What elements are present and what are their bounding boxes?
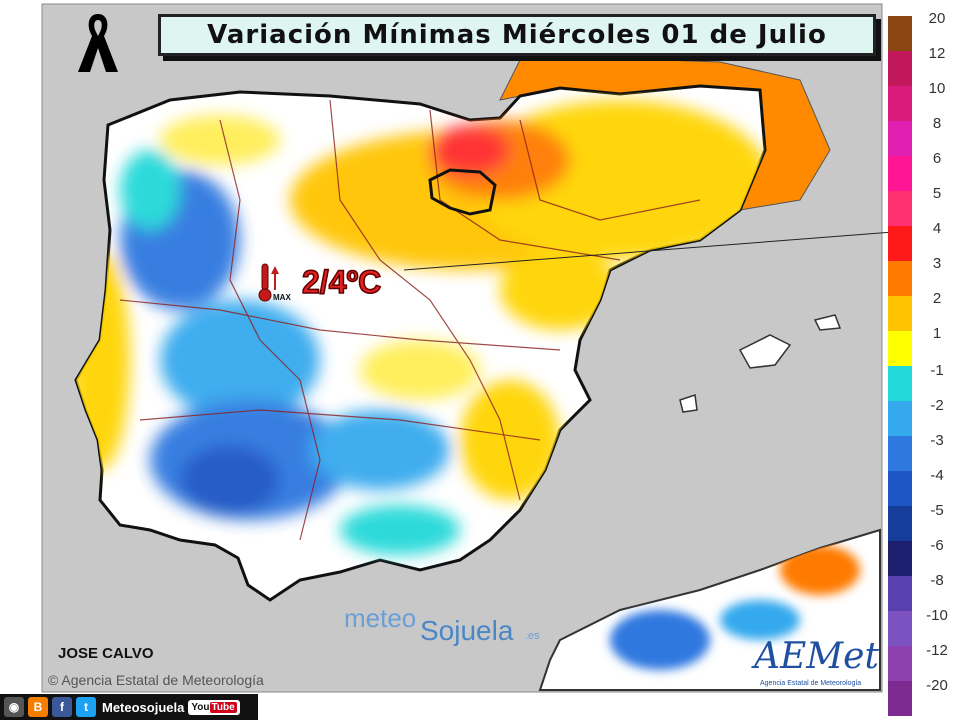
legend-swatch-warm xyxy=(888,86,912,121)
legend-swatch-cold xyxy=(888,576,912,611)
legend-label: 1 xyxy=(932,325,942,342)
aemet-logo: AEMet xyxy=(754,636,879,677)
mourning-ribbon-icon xyxy=(78,14,118,72)
thermometer-icon xyxy=(258,263,279,302)
legend-swatch-cold xyxy=(888,436,912,471)
legend-swatch-warm xyxy=(888,191,912,226)
legend-swatch-warm xyxy=(888,121,912,156)
max-label: MAX xyxy=(273,293,291,302)
author-name: JOSE CALVO xyxy=(58,645,154,662)
social-handle[interactable]: Meteosojuela xyxy=(102,699,185,715)
legend-label: 10 xyxy=(928,80,946,97)
legend-label: 5 xyxy=(932,185,942,202)
legend-label: 4 xyxy=(932,220,942,237)
legend-label: 3 xyxy=(932,255,942,272)
youtube-tube: Tube xyxy=(209,701,237,713)
blogger-icon[interactable]: B xyxy=(28,697,48,717)
legend-swatch-cold xyxy=(888,506,912,541)
aemet-credit: © Agencia Estatal de Meteorología xyxy=(48,672,264,688)
legend-swatch-warm xyxy=(888,156,912,191)
legend-swatch-warm xyxy=(888,51,912,86)
legend-label: 8 xyxy=(932,115,942,132)
max-temp-callout: 2/4ºC xyxy=(301,263,382,301)
legend-swatch-cold xyxy=(888,366,912,401)
balearic-islands xyxy=(679,314,842,413)
legend-swatch-cold xyxy=(888,401,912,436)
la-rioja-outline xyxy=(428,168,497,216)
legend-label: -8 xyxy=(930,572,944,589)
legend-label: -2 xyxy=(930,397,944,414)
legend-label: 2 xyxy=(932,290,942,307)
meteosojuela-logo-meteo: meteo xyxy=(344,603,417,633)
regional-borders xyxy=(119,99,701,541)
legend-swatch-warm xyxy=(888,16,912,51)
legend-label: 20 xyxy=(928,10,946,27)
youtube-you: You xyxy=(191,701,210,713)
legend-swatch-warm xyxy=(888,226,912,261)
twitter-icon[interactable]: t xyxy=(76,697,96,717)
africa-anomaly xyxy=(610,545,860,670)
legend-swatch-warm xyxy=(888,296,912,331)
legend-swatch-cold xyxy=(888,681,912,716)
meteosojuela-logo-tld: .es xyxy=(525,630,540,642)
legend-label: -20 xyxy=(926,677,948,694)
aemet-logo-subtitle: Agencia Estatal de Meteorología xyxy=(760,680,862,687)
legend-label: -10 xyxy=(926,607,948,624)
social-bar: ◉ B f t Meteosojuela You Tube xyxy=(0,694,258,720)
legend-label: -6 xyxy=(930,537,944,554)
legend-label: -5 xyxy=(930,502,944,519)
legend-label: -1 xyxy=(930,362,944,379)
map-title: Variación Mínimas Miércoles 01 de Julio xyxy=(158,14,876,56)
camera-icon[interactable]: ◉ xyxy=(4,697,24,717)
youtube-icon[interactable]: You Tube xyxy=(188,699,240,715)
legend-label: 12 xyxy=(928,45,946,62)
legend-label: -4 xyxy=(930,467,944,484)
legend-label: -3 xyxy=(930,432,944,449)
legend-swatch-warm xyxy=(888,261,912,296)
legend-swatch-cold xyxy=(888,471,912,506)
callout-line xyxy=(403,231,894,271)
facebook-icon[interactable]: f xyxy=(52,697,72,717)
legend-swatch-warm xyxy=(888,331,912,366)
legend-color-bar xyxy=(888,16,912,716)
legend-swatch-cold xyxy=(888,646,912,681)
legend-swatch-cold xyxy=(888,541,912,576)
meteosojuela-logo-sojuela: Sojuela xyxy=(420,615,514,646)
legend-label: 6 xyxy=(932,150,942,167)
legend-label: -12 xyxy=(926,642,948,659)
legend-swatch-cold xyxy=(888,611,912,646)
